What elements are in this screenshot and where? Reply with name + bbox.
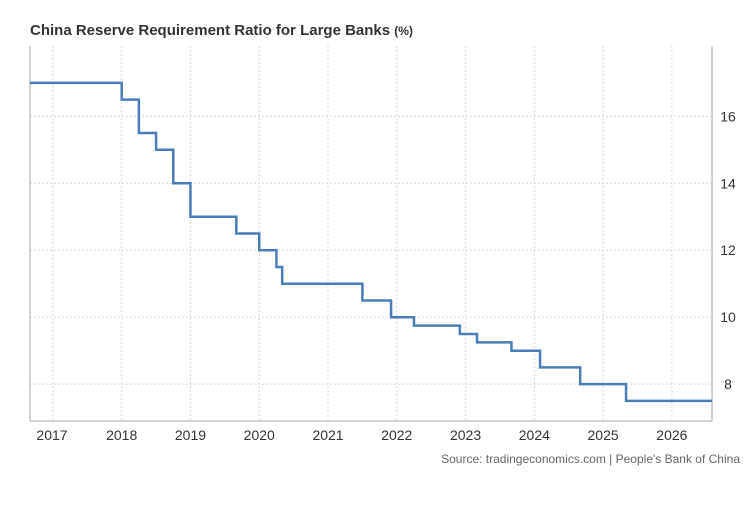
x-tick-label: 2017 — [36, 427, 67, 443]
x-tick-label: 2018 — [106, 427, 137, 443]
y-tick-label: 8 — [724, 376, 732, 392]
chart-title-unit: (%) — [394, 24, 413, 38]
grid — [30, 46, 712, 421]
x-tick-label: 2024 — [519, 427, 550, 443]
y-tick-label: 16 — [720, 108, 736, 124]
x-tick-label: 2023 — [450, 427, 481, 443]
chart-title: China Reserve Requirement Ratio for Larg… — [30, 22, 413, 39]
source-note: Source: tradingeconomics.com | People's … — [441, 452, 740, 466]
x-tick-label: 2019 — [175, 427, 206, 443]
x-tick-label: 2020 — [244, 427, 275, 443]
series — [30, 81, 712, 403]
series-line — [30, 81, 712, 403]
y-tick-label: 14 — [720, 175, 736, 191]
y-tick-label: 12 — [720, 242, 736, 258]
x-tick-label: 2025 — [588, 427, 619, 443]
x-tick-label: 2022 — [381, 427, 412, 443]
axes — [29, 46, 713, 422]
x-tick-label: 2026 — [656, 427, 687, 443]
y-axis-ticks: 8 10 12 14 16 — [720, 108, 736, 392]
y-tick-label: 10 — [720, 309, 736, 325]
x-tick-label: 2021 — [312, 427, 343, 443]
x-axis-ticks: 2017 2018 2019 2020 2021 2022 2023 2024 2025 2026 — [36, 427, 687, 443]
chart-title-text: China Reserve Requirement Ratio for Larg… — [30, 22, 391, 39]
